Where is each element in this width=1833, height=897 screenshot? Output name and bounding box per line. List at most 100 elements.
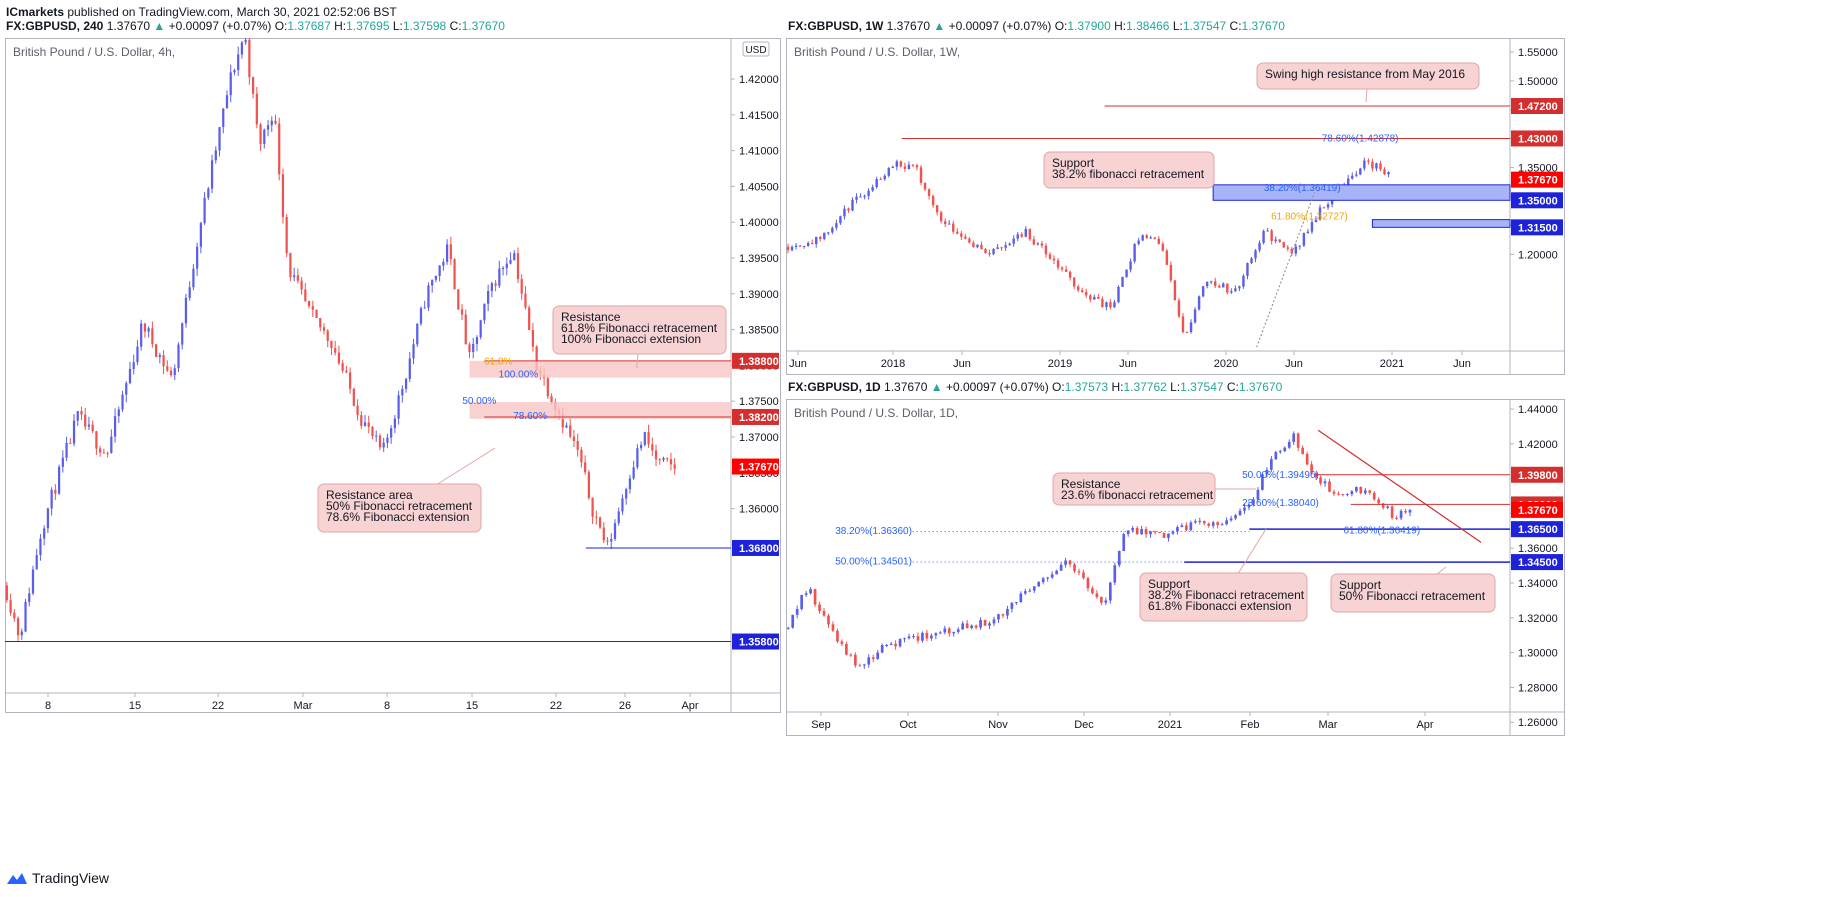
- candle-body: [613, 523, 617, 540]
- footer-brand[interactable]: TradingView: [32, 870, 110, 886]
- candle-body: [1197, 296, 1201, 310]
- candle-body: [173, 368, 176, 376]
- candle-body: [1330, 199, 1334, 205]
- y-tick-label: 1.32000: [1518, 613, 1558, 625]
- d1-chart[interactable]: British Pound / U.S. Dollar, 1D, 1.44000 1…: [786, 399, 1565, 736]
- fib-label: 50.00%(1.34501): [835, 557, 912, 568]
- publish-info: published on TradingView.com, March 30, …: [64, 5, 397, 19]
- candle-body: [673, 464, 676, 469]
- candle-body: [1252, 499, 1255, 505]
- candle-body: [1149, 531, 1152, 535]
- candle-body: [20, 631, 23, 636]
- w1-chart[interactable]: British Pound / U.S. Dollar, 1W, 1.55000 1…: [786, 38, 1565, 375]
- candle-body: [1225, 520, 1228, 525]
- candle-body: [1113, 565, 1117, 583]
- quote-high: 1.38466: [1126, 19, 1173, 33]
- candle-body: [1095, 593, 1099, 598]
- candle-body: [1081, 290, 1084, 292]
- candle-body: [1068, 560, 1072, 565]
- price-badge: [1511, 466, 1563, 483]
- candle-body: [1302, 233, 1306, 246]
- candle-body: [65, 442, 68, 458]
- candle-body: [1230, 291, 1233, 293]
- price-badge: [732, 633, 779, 650]
- candle-body: [1270, 459, 1273, 470]
- candle-body: [378, 435, 382, 448]
- candle-body: [1350, 491, 1354, 495]
- candle-body: [1122, 534, 1126, 551]
- candle-body: [326, 330, 329, 341]
- price-badge-label: 1.37670: [1518, 505, 1558, 517]
- price-badge-label: 1.36500: [1518, 524, 1558, 536]
- price-badge: [1511, 554, 1563, 571]
- h4-chart[interactable]: British Pound / U.S. Dollar, 4h, USD 1.420…: [5, 38, 781, 713]
- candle-body: [1292, 433, 1296, 442]
- candle-body: [867, 190, 870, 196]
- y-tick-label: 1.30000: [1518, 648, 1558, 660]
- candle-body: [1408, 509, 1412, 513]
- candle-body: [1193, 521, 1197, 523]
- candle-body: [1347, 178, 1350, 185]
- candle-body: [823, 232, 826, 240]
- candle-body: [1082, 572, 1085, 579]
- candle-body: [839, 216, 842, 224]
- currency-box: [742, 41, 770, 57]
- candle-body: [647, 432, 650, 445]
- candle-body: [76, 411, 79, 421]
- x-tick-label: 2019: [1048, 358, 1072, 370]
- candle-body: [855, 196, 858, 200]
- candle-body: [151, 328, 154, 345]
- candle-body: [1238, 510, 1242, 516]
- candle-body: [1282, 242, 1285, 248]
- callout-text: Swing high resistance from May 2016: [1265, 67, 1465, 81]
- candle-body: [1180, 525, 1184, 528]
- candle-body: [894, 643, 897, 647]
- candle-body: [1209, 281, 1213, 283]
- candle-body: [1157, 238, 1161, 244]
- y-tick-label: 1.42000: [1518, 439, 1558, 451]
- fib-trend-line: [1256, 192, 1315, 348]
- tradingview-logo-icon: [7, 873, 27, 884]
- candle-body: [1207, 523, 1211, 526]
- candle-body: [1314, 219, 1318, 223]
- candle-body: [819, 236, 822, 240]
- candle-body: [1068, 271, 1072, 278]
- candles: [5, 38, 676, 641]
- candle-body: [322, 327, 326, 331]
- candle-body: [889, 643, 893, 645]
- up-arrow-icon: ▲: [933, 19, 946, 33]
- trend-line: [1317, 429, 1482, 543]
- candle-body: [1234, 515, 1237, 519]
- candle-body: [1399, 510, 1403, 519]
- candle-body: [13, 612, 16, 619]
- candle-body: [1028, 590, 1032, 592]
- candle-body: [867, 657, 871, 665]
- publisher-name[interactable]: ICmarkets: [6, 5, 65, 19]
- candle-body: [871, 657, 875, 659]
- candle-body: [895, 161, 899, 167]
- price-badge-label: 1.37670: [739, 462, 779, 474]
- candle-body: [128, 369, 132, 384]
- fib-label: 50.00%: [462, 396, 496, 407]
- quote-high: 1.37762: [1123, 380, 1171, 394]
- candle-body: [827, 615, 830, 625]
- candle-body: [974, 625, 978, 628]
- quote-o-label: O:: [1052, 380, 1065, 394]
- candle-body: [84, 414, 87, 427]
- candle-body: [1381, 503, 1385, 508]
- candle-body: [1044, 245, 1048, 255]
- candle-body: [809, 589, 812, 594]
- candle-body: [520, 279, 523, 294]
- candle-body: [1247, 504, 1251, 508]
- candle-body: [572, 436, 576, 441]
- candle-body: [240, 42, 244, 55]
- candle-body: [943, 628, 947, 633]
- candle-body: [375, 435, 378, 437]
- candle-body: [997, 614, 1000, 620]
- candle-body: [1064, 269, 1068, 272]
- candle-body: [1283, 447, 1287, 452]
- candle-body: [1319, 477, 1322, 484]
- candle-body: [140, 323, 143, 347]
- callout-box: [1052, 472, 1216, 506]
- candle-body: [468, 344, 471, 353]
